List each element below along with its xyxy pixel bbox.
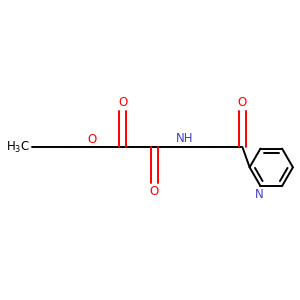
Text: O: O — [238, 97, 247, 110]
Text: H$_3$C: H$_3$C — [6, 140, 30, 155]
Text: NH: NH — [176, 132, 194, 145]
Text: O: O — [150, 185, 159, 198]
Text: N: N — [255, 188, 263, 201]
Text: O: O — [118, 97, 128, 110]
Text: O: O — [88, 133, 97, 146]
